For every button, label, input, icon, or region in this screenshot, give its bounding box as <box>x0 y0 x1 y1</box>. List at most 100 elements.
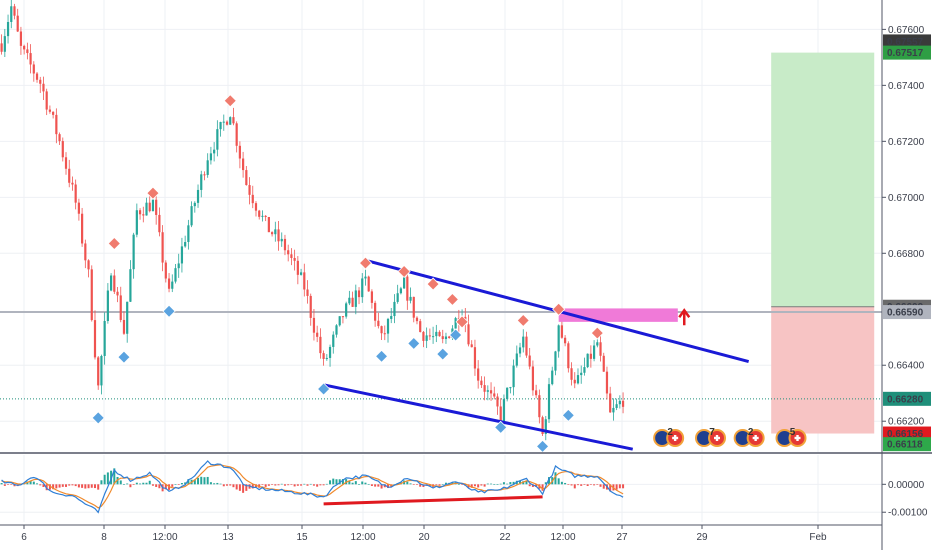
histogram-bar <box>13 484 16 487</box>
pivot-low-marker <box>407 336 421 350</box>
histogram-bar <box>158 484 161 489</box>
candle-body <box>489 390 493 394</box>
candle-body <box>538 395 541 418</box>
price-label: 0.67517 <box>883 45 931 60</box>
candle-body <box>399 288 402 294</box>
candle-body <box>113 275 116 292</box>
candle-body <box>187 225 190 243</box>
candle-body <box>316 332 319 337</box>
candle-body <box>486 390 489 392</box>
candle-body <box>235 123 238 146</box>
histogram-bar <box>58 484 61 488</box>
histogram-bar <box>580 484 583 486</box>
candle-body <box>251 194 254 204</box>
candle-body <box>351 297 354 307</box>
histogram-bar <box>71 484 74 486</box>
event-count: 5 <box>790 427 796 438</box>
candle-body <box>509 387 512 389</box>
candle-body <box>16 15 19 32</box>
histogram-bar <box>586 484 589 486</box>
candle-body <box>319 336 322 354</box>
candle-body <box>554 351 557 371</box>
candle-body <box>515 353 518 366</box>
price-label-text: 0.67517 <box>887 48 924 59</box>
pivot-low-marker <box>436 347 450 361</box>
candle-body <box>280 238 283 242</box>
candle-body <box>544 419 547 435</box>
histogram-bar <box>303 483 306 485</box>
pivot-markers <box>91 94 604 453</box>
event-badge: 2 <box>653 427 685 447</box>
candle-body <box>615 404 618 408</box>
histogram-bar <box>68 484 71 486</box>
event-count: 7 <box>709 427 715 438</box>
candle-body <box>45 91 48 110</box>
candle-body <box>145 202 148 216</box>
histogram-bar <box>0 483 3 485</box>
candle-body <box>467 324 470 345</box>
histogram-bar <box>283 484 286 486</box>
histogram-bar <box>264 484 267 487</box>
histogram-bar <box>557 478 560 485</box>
candle-body <box>477 368 480 381</box>
candle-body <box>589 353 592 359</box>
histogram-bar <box>232 484 235 488</box>
event-badge: 2 <box>733 427 765 447</box>
candle-body <box>3 36 6 52</box>
pivot-low-marker <box>375 349 389 363</box>
histogram-bar <box>593 484 596 486</box>
histogram-bar <box>151 484 154 486</box>
candle-body <box>138 210 142 215</box>
price-label-bg <box>883 34 931 49</box>
price-tick-label: 0.67200 <box>888 137 925 148</box>
candle-body <box>129 269 132 302</box>
candle-body <box>435 331 438 337</box>
candle-body <box>206 160 209 175</box>
candle-body <box>403 276 406 289</box>
histogram-bar <box>97 484 100 490</box>
histogram-bar <box>364 482 367 485</box>
histogram-bar <box>589 484 592 485</box>
candle-body <box>171 281 174 289</box>
candle-body <box>229 117 232 125</box>
candle-body <box>525 336 528 356</box>
histogram-bar <box>428 484 431 487</box>
histogram-bar <box>126 483 129 485</box>
candle-body <box>328 346 332 358</box>
candle-body <box>151 199 155 212</box>
histogram-bar <box>32 481 35 485</box>
event-badge: 5 <box>775 427 807 447</box>
candle-body <box>258 210 261 217</box>
event-badges[interactable]: 2 7 2 5 <box>653 427 807 447</box>
candle-body <box>496 396 499 407</box>
candle-body <box>567 343 570 369</box>
candle-body <box>512 365 515 388</box>
histogram-bar <box>48 484 51 490</box>
candle-body <box>357 290 361 298</box>
price-tick-label: 0.67000 <box>888 193 925 204</box>
histogram-bar <box>55 484 58 489</box>
pivot-high-marker <box>455 315 469 329</box>
candle-body <box>348 297 351 304</box>
pivot-low-marker <box>561 408 575 422</box>
candle-body <box>23 45 26 50</box>
position-tool[interactable] <box>771 52 875 434</box>
histogram-bar <box>164 484 167 490</box>
flag-cross-v <box>673 435 677 441</box>
histogram-bar <box>155 484 158 487</box>
histogram-bar <box>548 477 551 485</box>
histogram-bar <box>618 484 621 489</box>
histogram-bar <box>596 484 599 485</box>
histogram-bar <box>90 484 93 488</box>
candle-body <box>431 336 435 338</box>
candle-body <box>377 320 380 327</box>
candle-body <box>428 335 431 337</box>
pivot-high-marker <box>358 256 373 270</box>
pivot-low-marker <box>317 382 331 396</box>
histogram-bar <box>519 480 522 485</box>
histogram-bar <box>480 484 483 486</box>
histogram-bar <box>309 483 312 485</box>
histogram-bar <box>65 484 68 487</box>
